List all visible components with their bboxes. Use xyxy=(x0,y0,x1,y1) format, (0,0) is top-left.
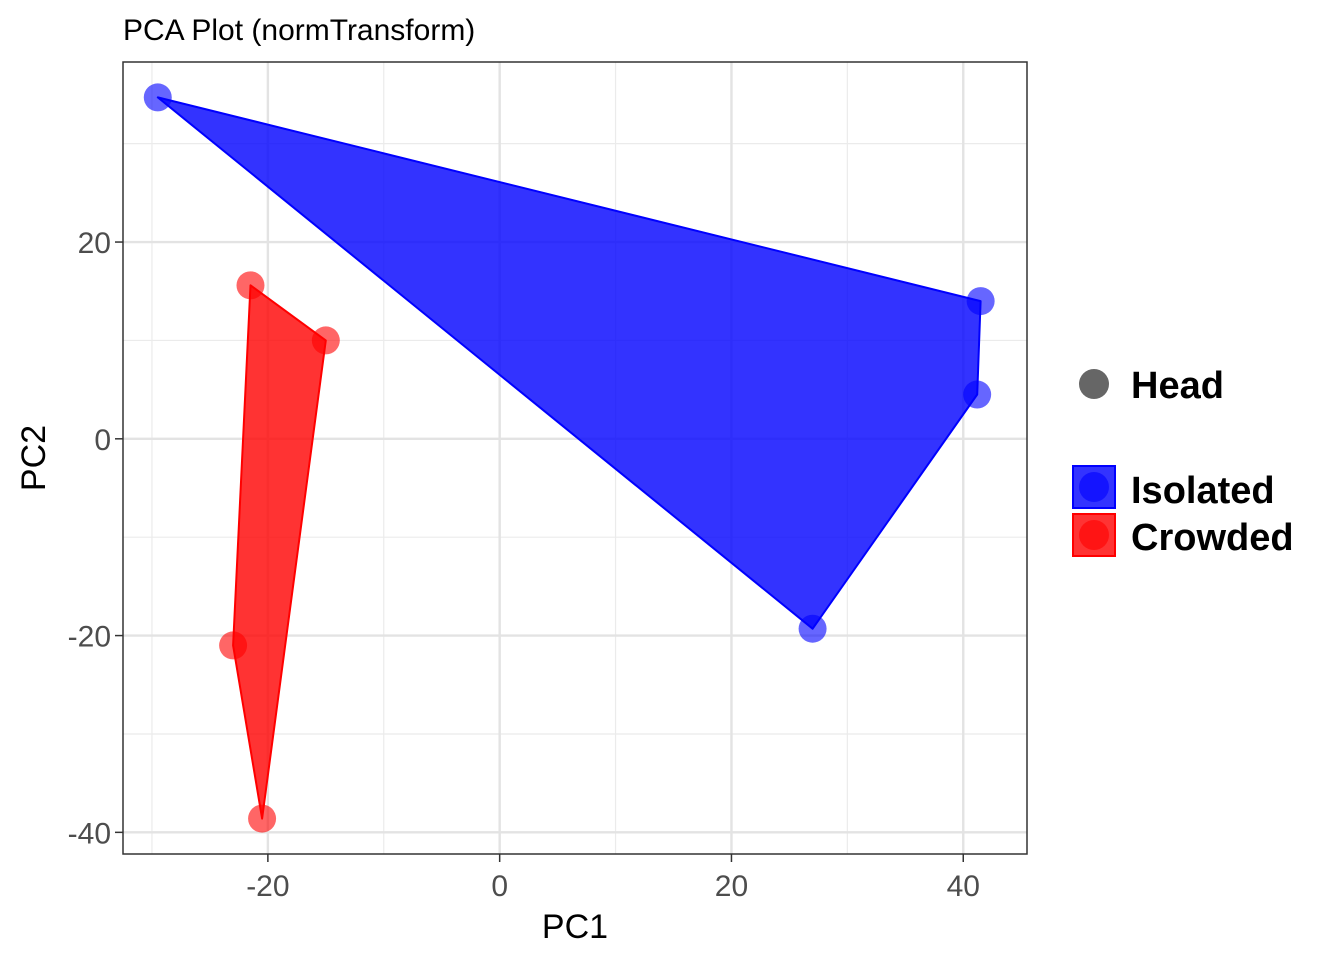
x-tick-label: 0 xyxy=(491,870,508,903)
point-isolated xyxy=(798,614,827,643)
y-axis-title: PC2 xyxy=(15,425,53,491)
x-axis: -20 0 20 40 xyxy=(246,854,980,903)
legend-label-head: Head xyxy=(1131,365,1224,407)
legend-label-isolated: Isolated xyxy=(1131,470,1275,512)
point-isolated xyxy=(966,287,995,316)
data-points xyxy=(143,83,995,833)
x-axis-title: PC1 xyxy=(542,908,608,946)
legend-shape-key-icon xyxy=(1079,369,1109,399)
point-isolated xyxy=(143,83,172,112)
y-tick-label: 0 xyxy=(94,424,111,457)
plot-border xyxy=(122,61,1028,855)
point-crowded xyxy=(248,804,277,833)
point-crowded xyxy=(219,631,248,660)
plot-area xyxy=(122,61,1028,855)
chart-title: PCA Plot (normTransform) xyxy=(123,14,475,47)
y-axis: 20 0 -20 -40 xyxy=(68,227,123,850)
x-tick-label: -20 xyxy=(246,870,289,903)
point-crowded xyxy=(236,271,265,300)
x-tick-label: 20 xyxy=(715,870,748,903)
y-tick-label: 20 xyxy=(78,227,111,260)
point-crowded xyxy=(311,326,340,355)
legend-shape-entry: Head xyxy=(1079,365,1224,407)
y-tick-label: -20 xyxy=(68,621,111,654)
point-isolated xyxy=(963,380,992,409)
legend-label-crowded: Crowded xyxy=(1131,517,1294,559)
legend-key-crowded-icon xyxy=(1079,520,1109,550)
y-tick-label: -40 xyxy=(68,817,111,850)
legend-entry-isolated: Isolated xyxy=(1072,465,1275,512)
legend-key-isolated-icon xyxy=(1079,472,1109,502)
legend-entry-crowded: Crowded xyxy=(1072,513,1294,559)
legend: Head Isolated Crowded xyxy=(1072,365,1294,559)
x-tick-label: 40 xyxy=(947,870,980,903)
